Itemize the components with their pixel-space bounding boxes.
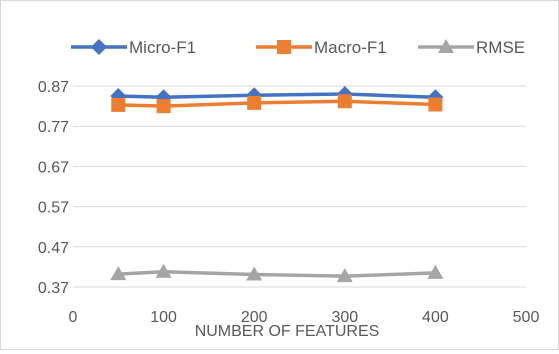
y-tick-label: 0.57: [38, 200, 69, 217]
x-axis-title: NUMBER OF FEATURES: [195, 323, 380, 340]
y-tick-label: 0.77: [38, 119, 69, 136]
y-tick-label: 0.37: [38, 280, 69, 297]
series-rmse: [110, 263, 444, 283]
x-tick-label: 300: [331, 309, 358, 326]
y-tick-label: 0.67: [38, 159, 69, 176]
data-point: [156, 99, 171, 114]
legend-label: Micro-F1: [129, 38, 196, 57]
legend-item: Micro-F1: [71, 38, 196, 57]
x-tick-label: 400: [422, 309, 449, 326]
data-point: [428, 97, 443, 112]
data-point: [111, 97, 126, 112]
y-axis-ticks: 0.37 0.47 0.57 0.67 0.77 0.87: [38, 79, 69, 297]
legend-label: RMSE: [476, 38, 525, 57]
series: [110, 86, 444, 283]
legend-marker: [438, 39, 454, 53]
y-tick-label: 0.87: [38, 79, 69, 96]
series-macro-f1: [111, 94, 443, 114]
legend: Micro-F1 Macro-F1 RMSE: [71, 38, 525, 57]
data-point: [110, 266, 127, 281]
data-point: [155, 263, 172, 278]
x-axis-ticks: 0 100 200 300 400 500: [69, 309, 540, 326]
grid: [73, 85, 526, 288]
data-point: [336, 268, 353, 283]
x-tick-label: 500: [513, 309, 540, 326]
x-tick-label: 200: [241, 309, 268, 326]
legend-label: Macro-F1: [314, 38, 387, 57]
legend-item: RMSE: [418, 38, 525, 57]
data-point: [246, 266, 263, 281]
y-tick-label: 0.47: [38, 240, 69, 257]
legend-marker: [277, 40, 291, 54]
line-chart: 0.37 0.47 0.57 0.67 0.77 0.87 0 100 200 300 400 50…: [38, 38, 540, 340]
data-point: [337, 94, 352, 109]
legend-item: Macro-F1: [256, 38, 387, 57]
legend-marker: [91, 39, 107, 55]
data-point: [247, 95, 262, 110]
data-point: [427, 264, 444, 279]
x-tick-label: 0: [69, 309, 78, 326]
x-tick-label: 100: [150, 309, 177, 326]
